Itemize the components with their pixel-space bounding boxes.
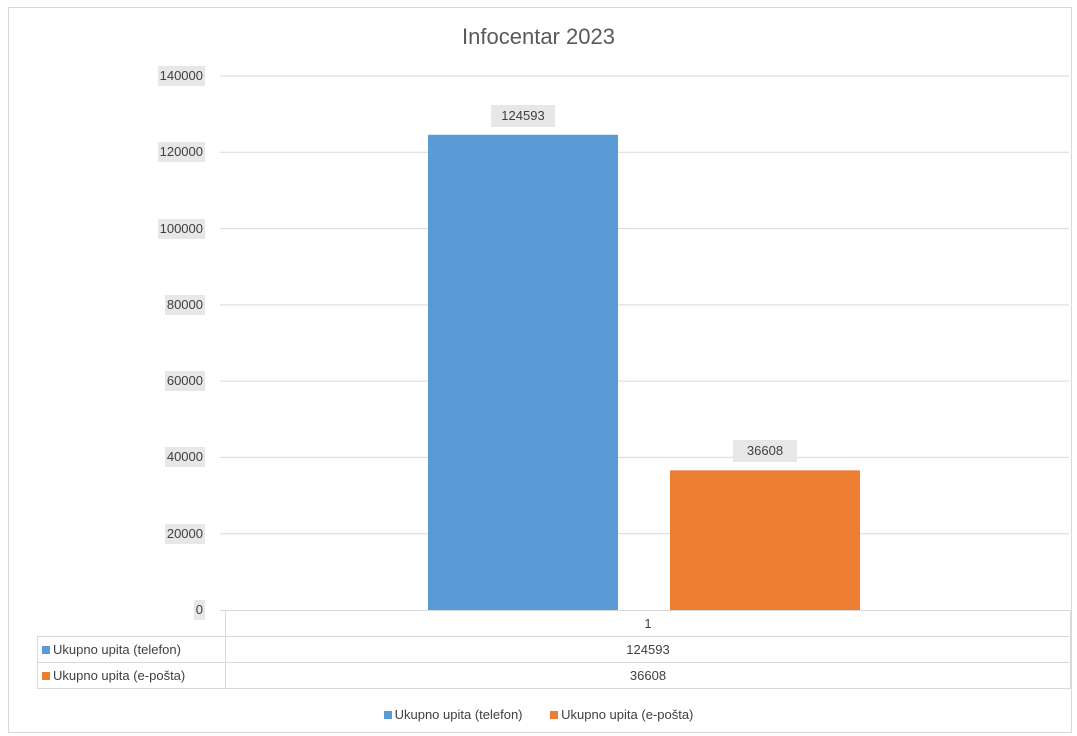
table-cell: 36608 — [225, 662, 1071, 689]
y-tick-label: 60000 — [164, 371, 205, 392]
legend-swatch — [42, 672, 50, 680]
data-table: 1 Ukupno upita (telefon) 124593 Ukupno u… — [37, 610, 1071, 689]
legend-label: Ukupno upita (e-pošta) — [561, 707, 694, 722]
series-name: Ukupno upita (e-pošta) — [53, 668, 186, 683]
table-cell: 124593 — [225, 636, 1071, 663]
y-tick-label: 20000 — [164, 523, 205, 544]
table-row: Ukupno upita (e-pošta) 36608 — [37, 662, 1071, 689]
y-tick-label: 0 — [193, 600, 205, 620]
data-label: 36608 — [733, 440, 797, 463]
legend-item: Ukupno upita (e-pošta) — [550, 707, 693, 722]
table-header-row: 1 — [37, 610, 1071, 637]
series-name: Ukupno upita (telefon) — [53, 642, 181, 657]
y-tick-label: 80000 — [164, 294, 205, 315]
legend-swatch — [550, 711, 559, 719]
table-category: 1 — [225, 610, 1071, 637]
bar-e-posta — [670, 470, 860, 610]
legend-label: Ukupno upita (telefon) — [394, 707, 523, 722]
y-tick-label: 40000 — [164, 447, 205, 468]
table-row: Ukupno upita (telefon) 124593 — [37, 636, 1071, 663]
y-tick-label: 120000 — [157, 142, 205, 163]
data-label: 124593 — [491, 104, 555, 127]
legend-swatch — [383, 711, 392, 719]
bar-telefon — [428, 134, 618, 610]
table-row-header: Ukupno upita (e-pošta) — [37, 662, 226, 689]
legend: Ukupno upita (telefon) Ukupno upita (e-p… — [0, 707, 1077, 722]
legend-item: Ukupno upita (telefon) — [383, 707, 523, 722]
y-tick-label: 100000 — [157, 218, 205, 239]
table-row-header: Ukupno upita (telefon) — [37, 636, 226, 663]
legend-swatch — [42, 646, 50, 654]
chart-title: Infocentar 2023 — [462, 24, 615, 49]
table-corner — [37, 610, 226, 637]
y-tick-label: 140000 — [157, 66, 205, 86]
